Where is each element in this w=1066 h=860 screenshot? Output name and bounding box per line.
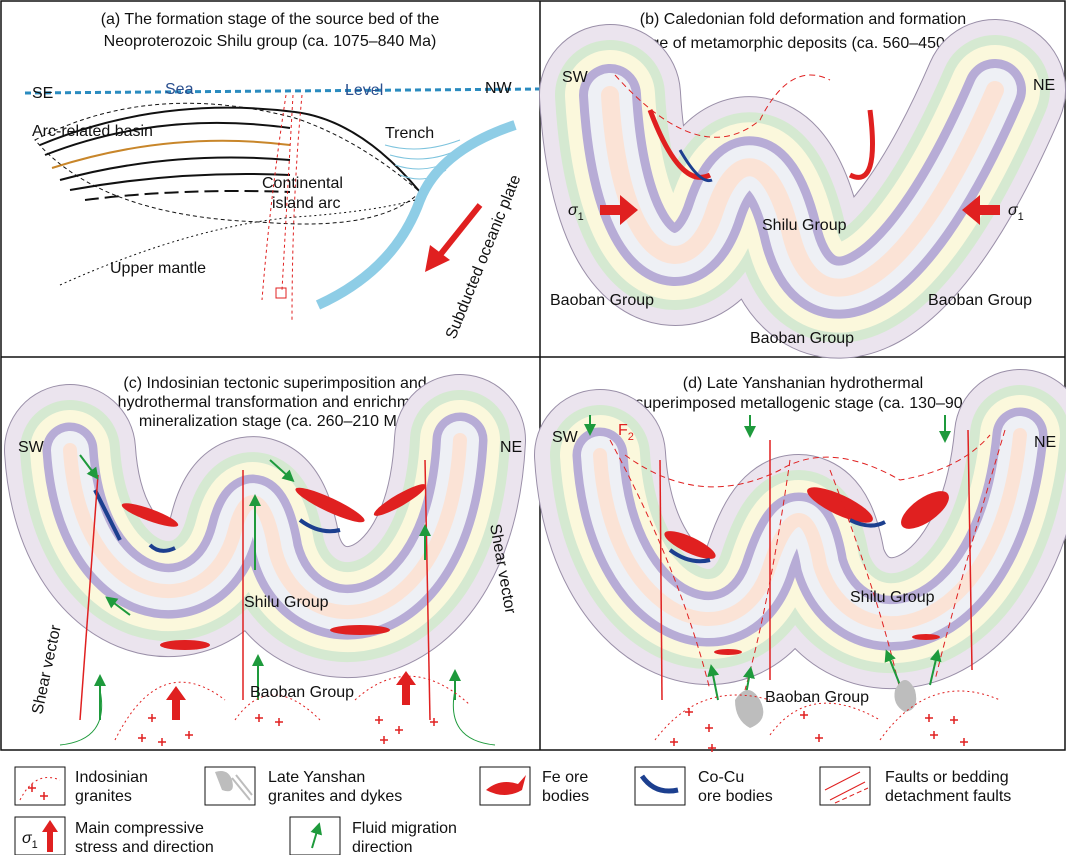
subduction-arrow — [440, 205, 480, 255]
legend-box — [820, 767, 870, 805]
label: Upper mantle — [110, 260, 206, 277]
legend-label: stress and direction — [75, 839, 214, 855]
legend-label: Fluid migration — [352, 820, 457, 837]
legend-label: granites and dykes — [268, 788, 402, 805]
legend-icon — [28, 784, 48, 800]
label: Baoban Group — [928, 292, 1032, 309]
granite-crosses — [670, 708, 968, 752]
legend-label: bodies — [542, 788, 589, 805]
label: NE — [1033, 77, 1055, 94]
label: Sea — [165, 81, 194, 98]
title: (a) The formation stage of the source be… — [101, 11, 440, 28]
arc-root — [276, 288, 286, 298]
label: Arc-related basin — [32, 123, 153, 140]
title: (b) Caledonian fold deformation and form… — [640, 11, 966, 28]
legend-icon — [642, 776, 678, 791]
label: Subducted oceanic plate — [443, 173, 524, 342]
figure: (a) The formation stage of the source be… — [0, 0, 1066, 855]
label: Baoban Group — [765, 689, 869, 706]
text: 1 — [32, 839, 38, 851]
legend-icon — [42, 820, 58, 852]
title: superimposed metallogenic stage (ca. 130… — [635, 395, 994, 412]
granite-crosses — [138, 714, 438, 746]
legend-label: ore bodies — [698, 788, 773, 805]
legend-label: Fe ore — [542, 769, 588, 786]
title: (c) Indosinian tectonic superimposition … — [123, 375, 426, 392]
text: 2 — [628, 431, 634, 443]
basin-outline — [35, 103, 420, 224]
text: 1 — [1018, 211, 1024, 223]
label: SW — [552, 429, 579, 446]
legend-box — [635, 767, 685, 805]
legend-symbol: σ1 — [22, 830, 38, 851]
legend-icon — [312, 828, 318, 848]
panel-c: (c) Indosinian tectonic superimposition … — [18, 375, 522, 746]
oceanic-plate — [318, 125, 515, 305]
label: σ1 — [1008, 202, 1024, 223]
label: Baoban Group — [250, 684, 354, 701]
label: Trench — [385, 125, 434, 142]
legend-icon — [215, 771, 233, 791]
label: Shilu Group — [850, 589, 935, 606]
legend-label: granites — [75, 788, 132, 805]
label: SE — [32, 85, 53, 102]
page: (a) The formation stage of the source be… — [0, 0, 1066, 860]
legend-icon — [486, 775, 526, 795]
legend-icon — [232, 775, 252, 800]
label: Shilu Group — [244, 594, 329, 611]
label: Continental — [262, 175, 343, 192]
text: 1 — [578, 211, 584, 223]
label: NE — [1034, 434, 1056, 451]
label: Shilu Group — [762, 217, 847, 234]
title: stage of metamorphic deposits (ca. 560–4… — [629, 35, 977, 52]
sea-level — [25, 89, 540, 93]
legend-label: Faults or bedding — [885, 769, 1009, 786]
title: Neoproterozoic Shilu group (ca. 1075–840… — [104, 33, 437, 50]
fold-layers — [70, 440, 460, 612]
label: NE — [500, 439, 522, 456]
legend-icon — [835, 788, 868, 803]
label: Level — [345, 82, 383, 99]
legend-label: Main compressive — [75, 820, 204, 837]
panel-d: (d) Late Yanshanian hydrothermal superim… — [552, 375, 1056, 752]
label: Shear vector — [29, 623, 65, 716]
legend-label: Indosinian — [75, 769, 148, 786]
label: Baoban Group — [750, 330, 854, 347]
text: F — [618, 422, 628, 439]
legend-label: Late Yanshan — [268, 769, 365, 786]
fold-layers — [610, 90, 995, 288]
legend-label: detachment faults — [885, 788, 1011, 805]
label: SW — [562, 69, 589, 86]
label: NW — [485, 80, 513, 97]
panel-b: (b) Caledonian fold deformation and form… — [550, 11, 1055, 347]
basin-layers — [40, 108, 420, 200]
title: hydrothermal transformation and enrichme… — [118, 394, 433, 411]
legend-label: direction — [352, 839, 412, 855]
legend-label: Co-Cu — [698, 769, 744, 786]
title: (d) Late Yanshanian hydrothermal — [683, 375, 923, 392]
label: Baoban Group — [550, 292, 654, 309]
legend: Indosinian granites Late Yanshan granite… — [15, 767, 1011, 855]
label: island arc — [272, 195, 340, 212]
label: SW — [18, 439, 45, 456]
legend-box — [15, 767, 65, 805]
legend-icon — [825, 772, 865, 800]
title: mineralization stage (ca. 260–210 Ma) — [139, 413, 411, 430]
panel-a: (a) The formation stage of the source be… — [25, 11, 540, 341]
